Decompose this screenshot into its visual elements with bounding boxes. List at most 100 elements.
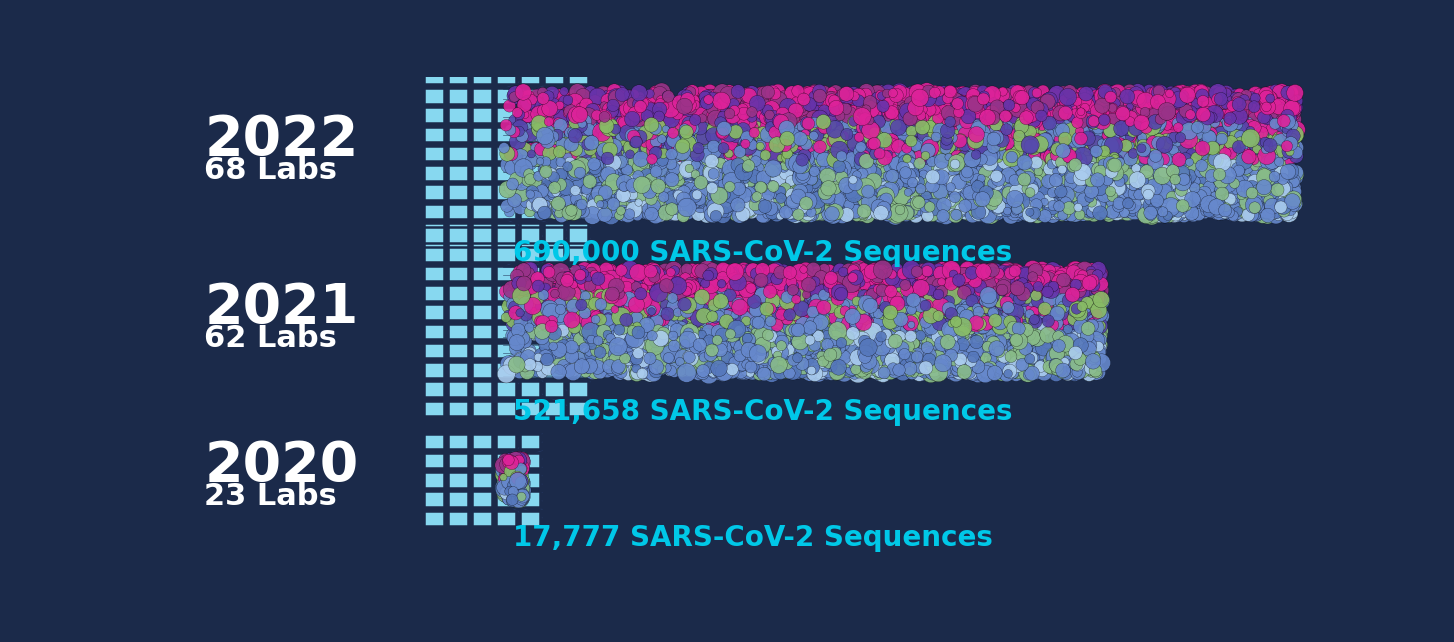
Point [865, 191, 888, 201]
Point [983, 312, 1006, 322]
Point [1163, 169, 1186, 179]
Point [646, 122, 669, 132]
Point [814, 191, 838, 201]
Point [979, 189, 1002, 199]
Point [883, 268, 906, 279]
Point [992, 354, 1015, 365]
Point [881, 355, 904, 365]
Point [817, 352, 840, 363]
Point [749, 331, 772, 342]
Point [1104, 162, 1127, 173]
Point [752, 355, 775, 365]
Point [973, 275, 996, 286]
Point [1008, 320, 1031, 330]
Point [1060, 269, 1083, 279]
Point [585, 189, 608, 200]
Point [925, 132, 948, 142]
Point [1218, 130, 1242, 140]
Point [753, 333, 776, 343]
Point [564, 117, 587, 128]
Point [1056, 202, 1079, 213]
Point [1223, 173, 1246, 183]
Point [792, 146, 816, 157]
Point [698, 317, 721, 327]
Point [878, 281, 901, 291]
Point [817, 327, 840, 337]
Point [516, 100, 539, 110]
Point [800, 343, 823, 353]
Point [711, 289, 734, 299]
Point [948, 153, 971, 164]
Point [1056, 318, 1079, 328]
Point [957, 306, 980, 317]
Point [803, 156, 826, 166]
Point [1169, 95, 1192, 105]
Point [938, 141, 961, 151]
Point [839, 173, 862, 184]
Point [590, 294, 614, 304]
Point [733, 108, 756, 119]
Point [499, 490, 522, 501]
Point [1264, 170, 1287, 180]
Point [1024, 294, 1047, 304]
Point [1043, 317, 1066, 327]
Point [1195, 137, 1218, 148]
Point [883, 162, 906, 173]
Point [523, 200, 547, 211]
Point [851, 310, 874, 320]
Point [1016, 137, 1040, 148]
Point [964, 135, 987, 146]
Point [923, 329, 947, 340]
Point [858, 268, 881, 279]
Point [1011, 128, 1034, 139]
Point [941, 333, 964, 343]
Point [1255, 89, 1278, 100]
Point [1067, 277, 1090, 287]
Point [893, 352, 916, 363]
Point [750, 354, 774, 364]
Point [1275, 195, 1298, 205]
Point [947, 203, 970, 213]
Point [968, 333, 992, 343]
Point [711, 340, 734, 350]
Point [1080, 322, 1104, 332]
Point [817, 116, 840, 126]
Point [522, 175, 545, 186]
Point [881, 347, 904, 357]
Point [992, 92, 1015, 103]
Point [742, 339, 765, 349]
Point [987, 195, 1011, 205]
Point [1179, 168, 1202, 178]
Point [519, 361, 542, 371]
Point [744, 305, 768, 315]
Point [787, 121, 810, 132]
Point [723, 293, 746, 303]
Point [586, 91, 609, 101]
Point [759, 353, 782, 363]
Point [1079, 153, 1102, 164]
Point [721, 204, 744, 214]
Point [683, 117, 707, 127]
Point [1060, 282, 1083, 292]
Point [1028, 139, 1051, 150]
Point [878, 146, 901, 156]
Point [1258, 119, 1281, 129]
Point [727, 299, 750, 309]
Point [670, 205, 694, 216]
Point [832, 325, 855, 336]
Point [1144, 110, 1168, 121]
Point [869, 156, 893, 166]
Point [980, 327, 1003, 337]
Point [932, 200, 955, 210]
Point [707, 268, 730, 279]
Point [710, 301, 733, 311]
Point [971, 194, 995, 204]
Point [624, 163, 647, 173]
Point [926, 113, 949, 123]
Point [705, 299, 728, 309]
Point [698, 121, 721, 132]
Point [788, 115, 811, 125]
Point [1198, 130, 1221, 141]
Point [811, 273, 835, 283]
Point [641, 369, 664, 379]
